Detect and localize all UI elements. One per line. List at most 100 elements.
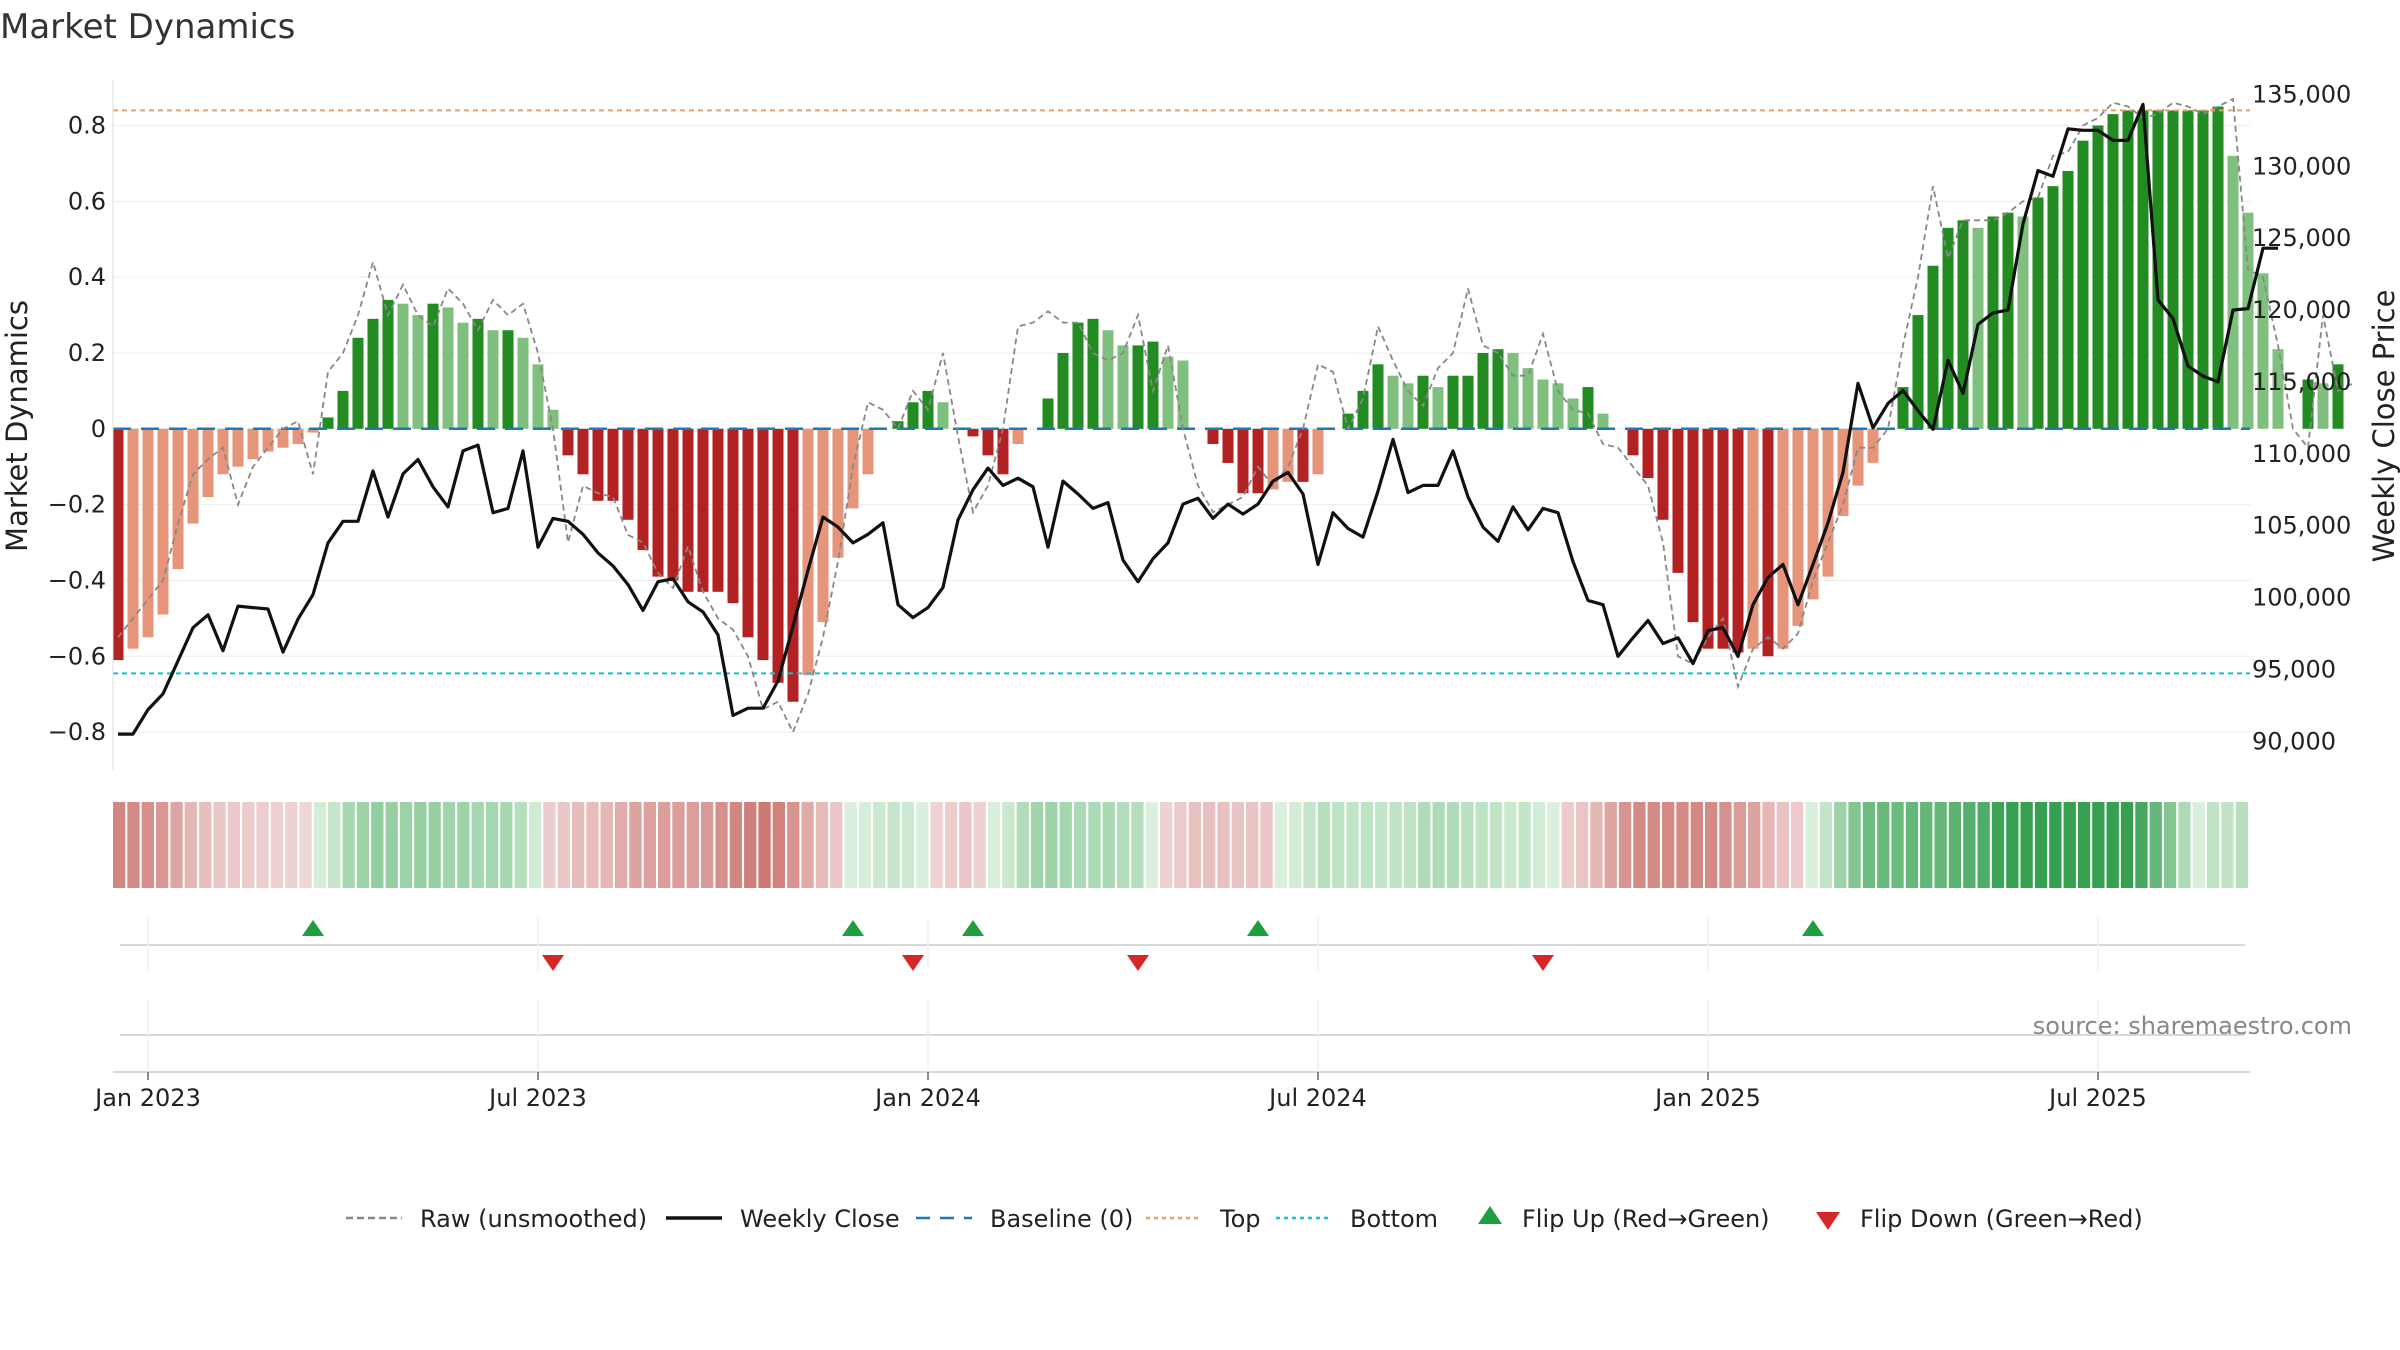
right-tick-label: 100,000 xyxy=(2252,584,2351,612)
dynamics-bar xyxy=(1267,428,1279,490)
dynamics-bar xyxy=(1162,356,1174,429)
dynamics-bar xyxy=(2167,110,2179,429)
dynamics-bar xyxy=(427,303,439,429)
heat-cell xyxy=(1575,802,1589,888)
left-tick-label: −0.8 xyxy=(48,718,106,746)
heat-cell xyxy=(1862,802,1876,888)
heat-cell xyxy=(672,802,685,888)
heat-cell xyxy=(356,802,370,888)
flip-up-marker xyxy=(1247,920,1269,936)
dynamics-bar xyxy=(472,318,484,429)
heat-cell xyxy=(1518,802,1531,888)
heat-cell xyxy=(1475,802,1488,888)
x-tick-label: Jul 2024 xyxy=(1267,1084,1367,1112)
x-tick-label: Jan 2024 xyxy=(873,1084,981,1112)
dynamics-bar xyxy=(1117,345,1129,429)
left-tick-label: 0.4 xyxy=(68,263,106,291)
heat-cell xyxy=(1633,802,1646,888)
dynamics-bar xyxy=(2107,114,2119,429)
dynamics-bar xyxy=(1357,390,1369,429)
left-tick-label: 0 xyxy=(91,415,106,443)
heat-cell xyxy=(1834,802,1847,888)
dynamics-bar xyxy=(367,318,379,429)
dynamics-bar xyxy=(352,337,364,429)
dynamics-bar xyxy=(1012,428,1024,444)
dynamics-bar xyxy=(2062,170,2074,429)
x-tick-label: Jan 2023 xyxy=(93,1084,201,1112)
legend: Raw (unsmoothed) Weekly Close Baseline (0)… xyxy=(346,1205,2143,1233)
dynamics-bar xyxy=(772,428,784,683)
dynamics-bar xyxy=(1537,379,1549,429)
heat-cell xyxy=(2106,802,2119,888)
left-tick-label: −0.6 xyxy=(48,642,106,670)
dynamics-bar xyxy=(607,428,619,501)
dynamics-bar xyxy=(892,421,904,429)
heat-cell xyxy=(1088,802,1101,888)
dynamics-bar xyxy=(1582,387,1594,429)
heat-cell xyxy=(557,802,570,888)
heat-cell xyxy=(2092,802,2105,888)
heat-cell xyxy=(1532,802,1546,888)
heat-cell xyxy=(930,802,943,888)
heat-cell xyxy=(1231,802,1244,888)
heat-cell xyxy=(199,802,212,888)
dynamics-bar xyxy=(2137,110,2149,429)
legend-swatch xyxy=(1816,1212,1840,1230)
heat-cell xyxy=(1819,802,1832,888)
heat-cell xyxy=(442,802,456,888)
heat-cell xyxy=(629,802,642,888)
dynamics-bar xyxy=(442,307,454,429)
heat-cell xyxy=(1418,802,1431,888)
dynamics-bar xyxy=(112,428,124,661)
dynamics-bar xyxy=(1492,349,1504,429)
y-axis-label-right: Weekly Close Price xyxy=(2367,290,2400,563)
heat-cell xyxy=(1375,802,1388,888)
dynamics-bar xyxy=(2047,186,2059,429)
dynamics-bar xyxy=(1762,428,1774,657)
heat-cell xyxy=(1246,802,1259,888)
dynamics-bar xyxy=(2197,110,2209,429)
heat-cell xyxy=(1647,802,1660,888)
dynamics-bar xyxy=(247,428,259,460)
heat-cell xyxy=(2235,802,2248,888)
heat-cell xyxy=(256,802,269,888)
heat-cell xyxy=(1547,802,1560,888)
heat-cell xyxy=(242,802,255,888)
heat-cell xyxy=(1805,802,1818,888)
legend-label: Flip Up (Red→Green) xyxy=(1522,1205,1770,1233)
heat-cell xyxy=(328,802,341,888)
dynamics-bar xyxy=(862,428,874,475)
heat-cell xyxy=(844,802,857,888)
heat-cell xyxy=(1905,802,1919,888)
dynamics-bar xyxy=(1807,428,1819,600)
heat-cell xyxy=(1217,802,1230,888)
heat-cell xyxy=(887,802,900,888)
dynamics-bar xyxy=(307,428,319,433)
lines-group xyxy=(117,97,2354,736)
bars-group xyxy=(112,106,2344,702)
dynamics-bar xyxy=(1387,375,1399,429)
dynamics-bar xyxy=(2272,349,2284,429)
dynamics-bar xyxy=(262,428,274,452)
heat-cell xyxy=(772,802,785,888)
heat-cell xyxy=(2163,802,2177,888)
heat-cell xyxy=(1403,802,1417,888)
heat-cell xyxy=(830,802,843,888)
left-tick-label: 0.6 xyxy=(68,187,106,215)
dynamics-bar xyxy=(322,417,334,429)
dynamics-bar xyxy=(1237,428,1249,494)
dynamics-bar xyxy=(757,428,769,661)
dynamics-bar xyxy=(1462,375,1474,429)
heat-cell xyxy=(615,802,628,888)
dynamics-bar xyxy=(487,330,499,429)
heat-cell xyxy=(1002,802,1015,888)
right-tick-label: 130,000 xyxy=(2252,152,2351,180)
heat-cell xyxy=(399,802,413,888)
dynamics-bar xyxy=(2092,125,2104,429)
legend-swatch xyxy=(1478,1206,1502,1224)
heat-cell xyxy=(342,802,355,888)
heat-cell xyxy=(1676,802,1689,888)
source-label: source: sharemaestro.com xyxy=(2033,1012,2352,1040)
heat-cell xyxy=(414,802,427,888)
right-tick-label: 115,000 xyxy=(2252,368,2351,396)
